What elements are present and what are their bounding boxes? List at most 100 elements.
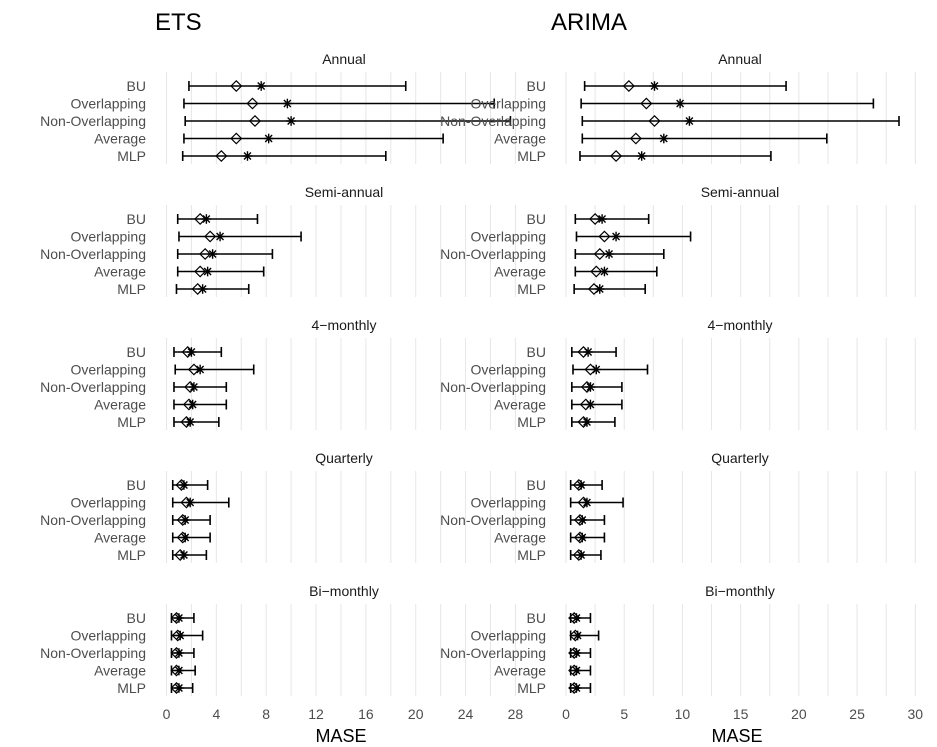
ets-mean-star [174,683,184,693]
arima-mean-star [599,266,610,277]
ets-mean-star [215,231,225,242]
ets-mean-star [242,151,253,161]
ets-row-label: MLP [117,680,146,696]
ets-mean-star-arm [287,117,296,125]
ets-row-label: MLP [117,414,146,430]
arima-mean-star-arm [650,82,659,90]
arima-median-diamond [629,132,642,145]
ets-x-tick-label: 28 [508,706,524,722]
ets-row-label: BU [127,344,146,360]
ets-x-tick-label: 24 [458,706,474,722]
ets-x-tick-label: 20 [408,706,424,722]
arima-mean-star-arm [573,631,582,640]
ets-row-label: Overlapping [71,96,147,112]
arima-mean-star [577,515,588,525]
arima-median-diamond [598,230,611,243]
arima-mean-star-arm [592,365,601,374]
ets-panel-label: Bi−monthly [309,583,379,599]
arima-row-label: BU [527,344,546,360]
arima-mean-star-arm [572,684,581,692]
arima-panel-label: Semi-annual [701,184,780,200]
ets-mean-star-arm [208,250,217,258]
ets-row-label: Non-Overlapping [40,379,146,395]
arima-row-label: MLP [517,414,546,430]
arima-mean-star [591,364,602,375]
arima-row-label: Average [494,530,546,546]
arima-row-label: Overlapping [471,628,547,644]
ets-mean-star-arm [189,383,198,391]
arima-mean-star-arm [612,232,621,241]
ets-row-label: MLP [117,281,146,297]
arima-x-tick-label: 5 [620,706,628,722]
ets-mean-star [286,116,296,126]
arima-mean-star-arm [572,649,581,657]
arima-mean-star [585,399,596,410]
arima-median-diamond [610,149,623,163]
arima-mean-star [604,249,614,259]
arima-panel-label: 4−monthly [708,317,773,333]
arima-row-label: Average [494,264,546,280]
ets-mean-star [180,515,190,525]
arima-mean-star [594,284,605,294]
ets-median-diamond [246,97,259,110]
ets-x-tick-label: 16 [358,706,374,722]
plot-layer: 0 4 8 12 16 20 24 28AnnualBUOverlappingNon-Over… [40,51,923,722]
arima-mean-star-arm [584,348,593,356]
arima-median-diamond [589,212,602,226]
ets-mean-star [201,214,212,224]
arima-mean-star-arm [583,498,591,507]
arima-row-label: Average [494,663,546,679]
ets-mean-star-arm [186,498,195,507]
arima-mean-star [597,214,607,224]
arima-x-tick-label: 25 [849,706,865,722]
ets-mean-star [195,364,205,375]
arima-mean-star [582,417,592,427]
ets-row-label: BU [127,477,146,493]
ets-mean-star [186,347,197,357]
ets-row-label: BU [127,211,146,227]
arima-row-label: Non-Overlapping [440,512,546,528]
ets-median-diamond [215,149,228,163]
ets-panel-label: Quarterly [315,450,373,466]
ets-mean-star [179,480,189,490]
ets-mean-star-arm [283,99,292,108]
ets-row-label: Non-Overlapping [40,512,146,528]
arima-mean-star-arm [586,400,595,409]
ets-mean-star [207,249,218,259]
arima-row-label: Overlapping [471,362,547,378]
ets-mean-star-arm [264,134,273,143]
arima-median-diamond [590,265,603,278]
arima-mean-star-arm [676,99,685,108]
ets-panel-label: Annual [322,51,366,67]
arima-median-diamond [622,79,635,93]
arima-median-diamond [640,97,653,110]
ets-mean-star-arm [187,348,196,356]
ets-median-diamond [194,265,207,278]
ets-mean-star-arm [175,649,183,657]
ets-mean-star [263,133,274,144]
ets-mean-star-arm [181,533,190,542]
ets-mean-star [180,532,190,543]
arima-mean-star-arm [595,285,604,293]
arima-mean-star-arm [659,134,668,143]
ets-median-diamond [194,212,207,226]
arima-row-label: MLP [517,680,546,696]
arima-row-label: BU [527,477,546,493]
ets-mean-star-arm [196,365,205,374]
arima-row-label: Non-Overlapping [440,246,546,262]
ets-panel-label: 4−monthly [312,317,377,333]
ets-mean-star [185,497,195,508]
ets-row-label: Non-Overlapping [40,246,146,262]
arima-mean-star [576,550,586,560]
ets-x-tick-label: 0 [163,706,171,722]
ets-row-label: Average [94,530,146,546]
arima-mean-star-arm [572,614,581,622]
ets-mean-star-arm [202,215,211,223]
